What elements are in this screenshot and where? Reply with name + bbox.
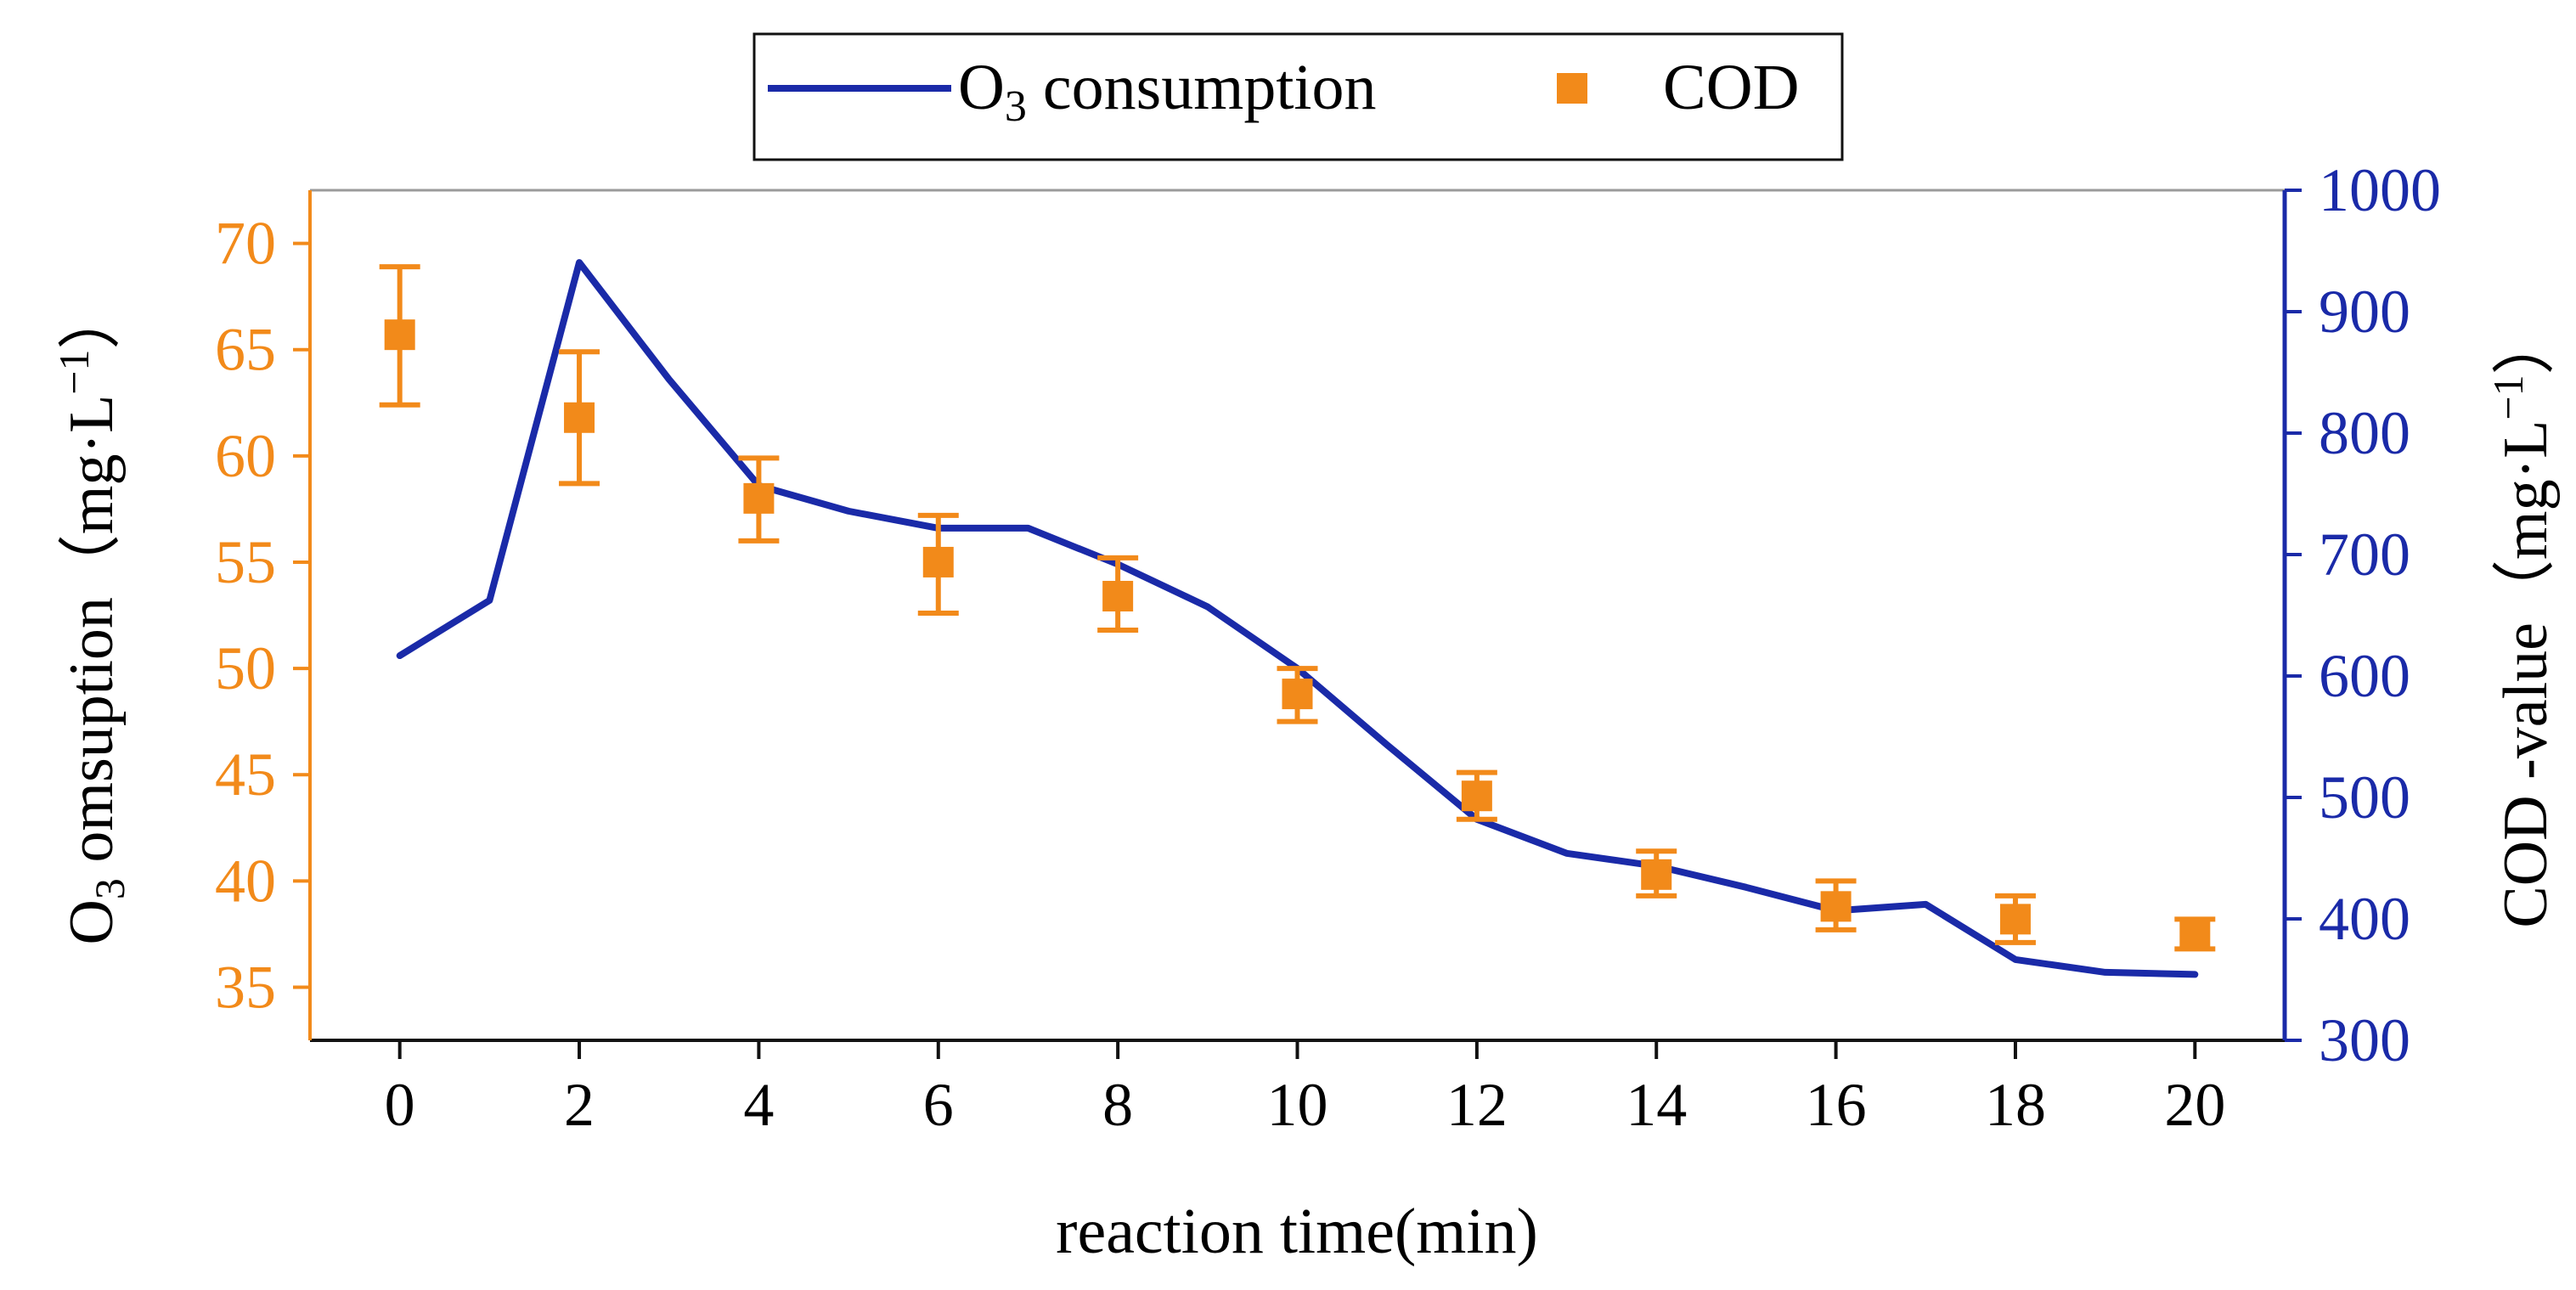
cod-point-group — [917, 512, 959, 616]
left-axis-title-main: O — [57, 899, 127, 944]
left-axis-title-sub: 3 — [86, 878, 133, 899]
o3-consumption-point — [1566, 853, 1568, 854]
o3-consumption-point — [848, 510, 849, 512]
cod-marker — [743, 482, 775, 514]
o3-consumption-point — [1745, 887, 1747, 888]
cod-marker — [1641, 859, 1672, 890]
o3-consumption-point — [399, 655, 401, 656]
cod-point-group — [1277, 666, 1318, 724]
legend-label-o3-rest: consumption — [1027, 52, 1377, 123]
cod-point-group — [1456, 769, 1497, 822]
right-tick-label: 400 — [2319, 885, 2410, 953]
left-tick-label: 40 — [215, 847, 276, 915]
legend-label-o3: O3 consumption — [958, 52, 1377, 131]
left-axis-title: O3 omsuption（mg·L−1） — [50, 286, 133, 944]
o3-consumption-point — [2105, 972, 2106, 973]
x-tick-label: 8 — [1102, 1071, 1133, 1139]
x-tick-label: 20 — [2164, 1071, 2225, 1139]
x-axis-ticks: 0 2 4 6 8 10 12 14 16 18 20 — [385, 1040, 2225, 1139]
o3-consumption-point — [488, 600, 490, 601]
right-axis-title: COD -value（mg·L−1） — [2484, 312, 2561, 927]
cod-marker — [384, 319, 415, 351]
left-axis-ticks: 35 40 45 50 55 60 65 70 — [215, 210, 310, 1021]
o3-consumption-point — [1027, 527, 1029, 529]
right-tick-label: 900 — [2319, 278, 2410, 346]
cod-point-group — [738, 455, 780, 544]
cod-marker — [2179, 918, 2211, 949]
cod-marker — [1999, 904, 2031, 935]
x-tick-label: 14 — [1626, 1071, 1687, 1139]
right-axis-ticks: 300 400 500 600 700 800 900 1000 — [2285, 156, 2441, 1074]
left-axis-title-unit-close: ） — [57, 286, 127, 349]
x-tick-label: 2 — [564, 1071, 595, 1139]
right-tick-label: 500 — [2319, 763, 2410, 831]
series-line-o3-consumption — [396, 259, 2199, 978]
left-tick-label: 65 — [215, 316, 276, 384]
cod-marker — [1102, 580, 1134, 611]
cod-point-group — [1815, 878, 1857, 932]
right-axis-title-unit: mg·L — [2491, 420, 2561, 560]
right-axis-title-unit-close: ） — [2491, 312, 2561, 375]
x-tick-label: 12 — [1446, 1071, 1508, 1139]
x-tick-label: 18 — [1985, 1071, 2046, 1139]
o3-consumption-point — [2194, 973, 2196, 975]
cod-point-group — [1097, 555, 1139, 634]
legend: O3 consumption COD — [753, 32, 1844, 161]
left-tick-label: 35 — [215, 953, 276, 1021]
legend-label-o3-main: O — [958, 52, 1005, 123]
legend-label-o3-sub: 3 — [1005, 82, 1027, 131]
cod-marker — [564, 402, 595, 433]
right-tick-label: 300 — [2319, 1006, 2410, 1074]
x-tick-label: 6 — [923, 1071, 954, 1139]
x-tick-label: 10 — [1267, 1071, 1328, 1139]
x-tick-label: 16 — [1806, 1071, 1867, 1139]
o3-consumption-point — [668, 379, 670, 380]
left-tick-label: 60 — [215, 422, 276, 490]
cod-marker — [1820, 891, 1852, 922]
cod-point-group — [379, 264, 420, 408]
right-tick-label: 700 — [2319, 521, 2410, 589]
cod-marker — [1461, 780, 1492, 812]
cod-marker — [1282, 679, 1313, 710]
right-axis-title-unit-open: （ — [2491, 560, 2561, 622]
o3-consumption-point — [578, 262, 580, 263]
cod-point-group — [1636, 848, 1677, 898]
cod-point-group — [1994, 893, 2036, 945]
right-axis-title-unit-sup: −1 — [2484, 375, 2532, 420]
left-axis-title-rest: omsuption — [57, 597, 127, 878]
left-axis-title-unit-open: （ — [57, 534, 127, 597]
left-tick-label: 55 — [215, 528, 276, 596]
legend-frame — [753, 32, 1844, 161]
x-tick-label: 4 — [743, 1071, 774, 1139]
cod-marker — [922, 546, 954, 577]
o3-consumption-point — [1925, 904, 1926, 905]
o3-consumption-point — [2015, 959, 2016, 960]
cod-point-group — [2174, 916, 2216, 952]
x-axis-title: reaction time(min) — [1056, 1196, 1538, 1267]
legend-marker-cod — [1557, 73, 1587, 104]
legend-label-cod: COD — [1663, 52, 1799, 123]
x-tick-label: 0 — [385, 1071, 415, 1139]
right-tick-label: 800 — [2319, 399, 2410, 467]
o3-consumption-point — [1386, 744, 1388, 746]
series-layer — [379, 259, 2216, 978]
right-tick-label: 1000 — [2319, 156, 2441, 224]
right-tick-label: 600 — [2319, 642, 2410, 710]
left-tick-label: 50 — [215, 634, 276, 702]
left-tick-label: 70 — [215, 210, 276, 278]
left-tick-label: 45 — [215, 741, 276, 808]
left-axis-title-unit: mg·L — [57, 395, 127, 534]
right-axis-title-main: COD -value — [2491, 622, 2561, 928]
o3-consumption-point — [1207, 606, 1209, 607]
cod-point-group — [559, 349, 600, 487]
left-axis-title-unit-sup: −1 — [50, 349, 98, 394]
